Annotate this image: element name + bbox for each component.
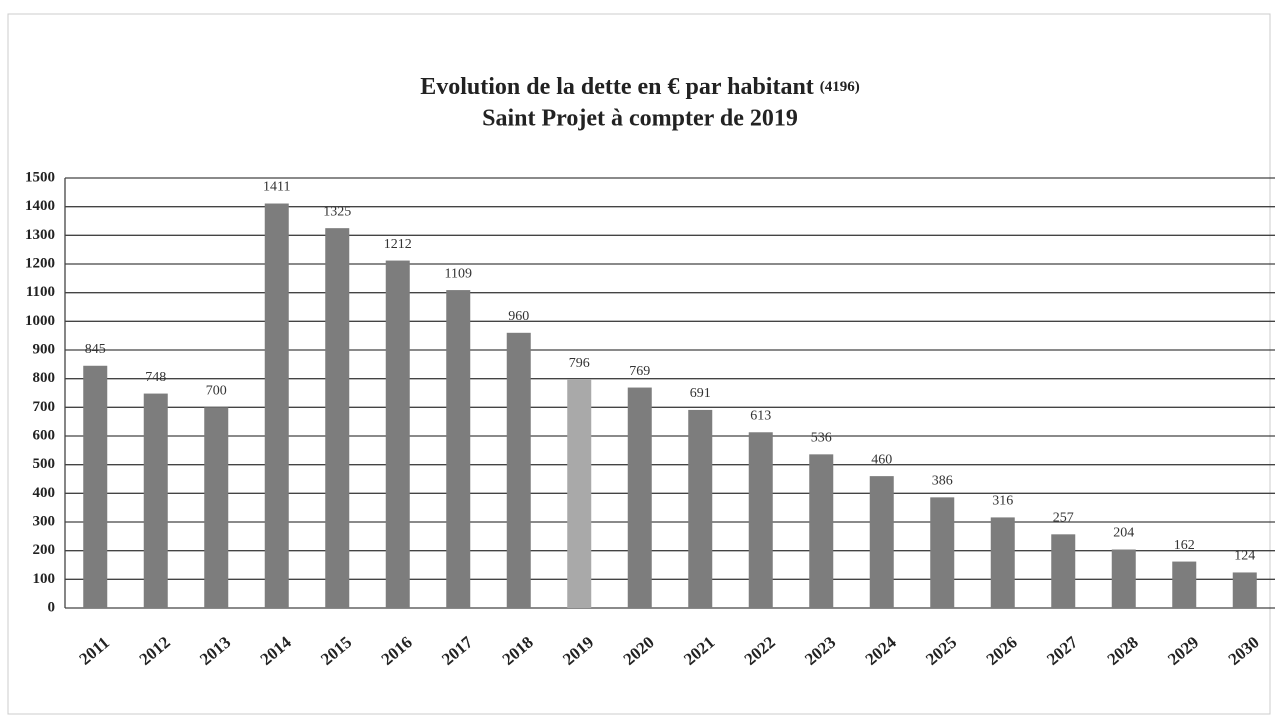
y-tick-label: 800 xyxy=(33,370,56,386)
bar xyxy=(264,203,289,608)
value-label: 316 xyxy=(992,494,1013,509)
x-tick-label: 2014 xyxy=(257,632,296,669)
bar xyxy=(1111,549,1136,608)
x-tick-label: 2024 xyxy=(862,632,901,669)
y-tick-label: 1500 xyxy=(25,169,55,185)
bar xyxy=(506,332,531,608)
title-note: (4196) xyxy=(820,79,860,95)
bar xyxy=(990,517,1015,608)
bar xyxy=(1172,561,1197,608)
x-tick-label: 2030 xyxy=(1225,633,1263,669)
x-tick-label: 2013 xyxy=(196,633,234,669)
value-label: 257 xyxy=(1053,511,1074,526)
value-label: 769 xyxy=(629,364,650,379)
y-tick-label: 1000 xyxy=(25,313,55,329)
value-label: 691 xyxy=(690,386,711,401)
bar xyxy=(204,407,229,608)
x-tick-label: 2022 xyxy=(741,633,779,669)
value-label: 162 xyxy=(1174,538,1195,553)
value-label: 204 xyxy=(1113,526,1134,541)
x-tick-label: 2029 xyxy=(1164,633,1202,669)
value-label: 1411 xyxy=(263,180,290,195)
x-tick-label: 2012 xyxy=(136,633,174,669)
bar xyxy=(83,365,108,608)
y-tick-label: 600 xyxy=(33,427,56,443)
value-label: 613 xyxy=(750,408,771,423)
y-tick-label: 900 xyxy=(33,341,56,357)
y-tick-label: 1200 xyxy=(25,255,55,271)
value-label: 1325 xyxy=(323,204,351,219)
x-tick-label: 2021 xyxy=(680,633,718,669)
y-tick-label: 0 xyxy=(48,599,56,615)
x-tick-label: 2025 xyxy=(922,633,960,669)
x-tick-label: 2015 xyxy=(317,633,355,669)
x-tick-label: 2019 xyxy=(559,633,597,669)
bar xyxy=(143,393,168,608)
title-main: Evolution de la dette en € par habitant xyxy=(420,74,814,100)
bar xyxy=(567,379,592,608)
value-label: 460 xyxy=(871,452,892,467)
y-tick-label: 100 xyxy=(33,571,56,587)
value-label: 796 xyxy=(569,356,590,371)
value-label: 700 xyxy=(206,384,227,399)
value-label: 1109 xyxy=(445,266,472,281)
value-label: 386 xyxy=(932,474,953,489)
bar xyxy=(385,260,410,608)
bar xyxy=(748,432,773,608)
x-tick-label: 2018 xyxy=(499,633,537,669)
bar xyxy=(446,290,471,608)
x-tick-label: 2016 xyxy=(378,633,416,669)
y-tick-label: 500 xyxy=(33,456,56,472)
value-label: 124 xyxy=(1234,549,1255,564)
bar xyxy=(930,497,955,608)
chart-title: Evolution de la dette en € par habitant … xyxy=(420,74,860,100)
x-tick-label: 2017 xyxy=(438,632,477,669)
y-tick-label: 1300 xyxy=(25,227,55,243)
x-tick-label: 2027 xyxy=(1043,632,1082,669)
y-tick-label: 300 xyxy=(33,513,56,529)
bar xyxy=(627,387,652,608)
x-tick-label: 2023 xyxy=(801,633,839,669)
x-tick-label: 2011 xyxy=(75,633,113,669)
x-tick-label: 2026 xyxy=(983,633,1021,669)
y-tick-label: 400 xyxy=(33,485,56,501)
x-tick-label: 2028 xyxy=(1104,633,1142,669)
bar xyxy=(809,454,834,608)
value-label: 748 xyxy=(145,370,166,385)
chart-subtitle: Saint Projet à compter de 2019 xyxy=(482,106,798,132)
y-tick-label: 700 xyxy=(33,399,56,415)
y-tick-label: 1400 xyxy=(25,198,55,214)
bar xyxy=(325,228,350,608)
y-tick-label: 1100 xyxy=(26,284,55,300)
bar xyxy=(1232,572,1257,608)
x-tick-label: 2020 xyxy=(620,633,658,669)
bar xyxy=(688,409,713,608)
bar xyxy=(1051,534,1076,608)
frame xyxy=(7,13,1271,715)
value-label: 960 xyxy=(508,309,529,324)
value-label: 845 xyxy=(85,342,106,357)
bar xyxy=(869,476,894,608)
y-tick-label: 200 xyxy=(33,542,56,558)
value-label: 536 xyxy=(811,431,832,446)
value-label: 1212 xyxy=(384,237,412,252)
